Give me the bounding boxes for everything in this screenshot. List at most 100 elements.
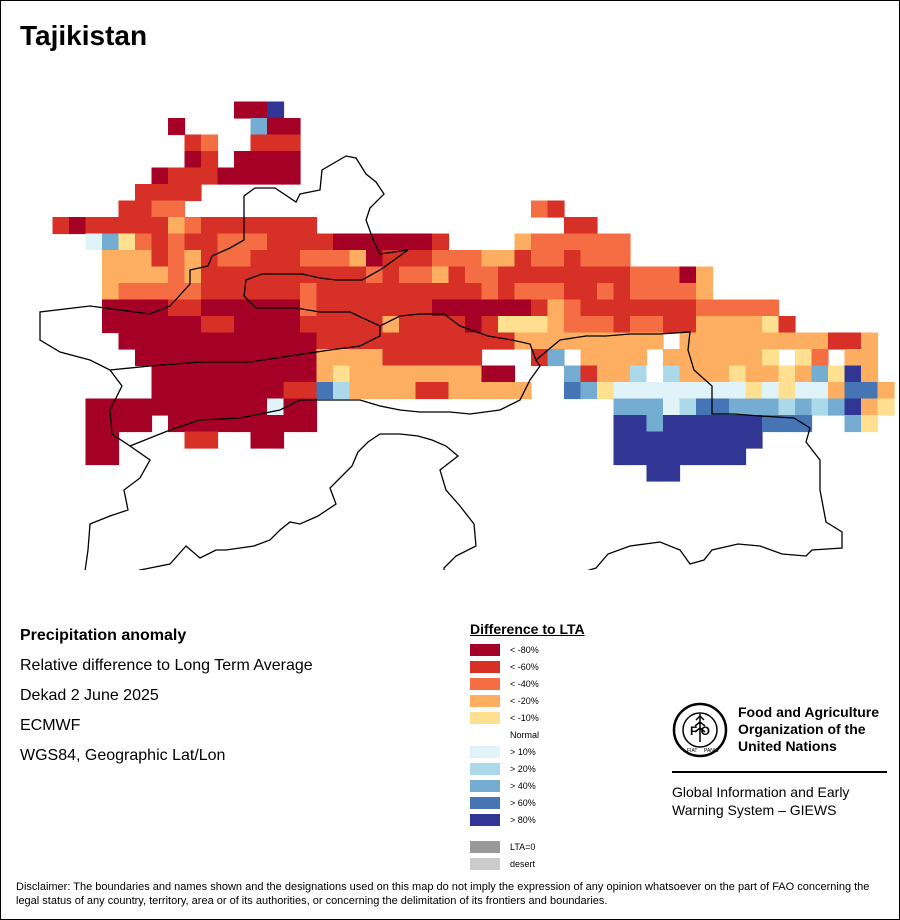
- grid-cell: [184, 250, 202, 268]
- legend-label: > 40%: [510, 780, 536, 791]
- grid-cell: [564, 299, 582, 317]
- grid-cell: [234, 415, 252, 433]
- grid-cell: [135, 217, 153, 235]
- grid-cell: [481, 250, 499, 268]
- grid-cell: [234, 365, 252, 383]
- grid-cell: [696, 266, 714, 284]
- grid-cell: [151, 233, 169, 251]
- grid-cell: [646, 431, 664, 449]
- grid-cell: [646, 382, 664, 400]
- grid-cell: [85, 415, 103, 433]
- grid-cell: [300, 316, 318, 334]
- grid-cell: [531, 266, 549, 284]
- grid-cell: [696, 299, 714, 317]
- legend-label: > 10%: [510, 746, 536, 757]
- grid-cell: [630, 448, 648, 466]
- grid-cell: [696, 365, 714, 383]
- grid-cell: [184, 233, 202, 251]
- grid-cell: [151, 250, 169, 268]
- grid-cell: [432, 365, 450, 383]
- grid-cell: [234, 266, 252, 284]
- grid-cell: [234, 349, 252, 367]
- grid-cell: [333, 316, 351, 334]
- grid-cell: [646, 464, 664, 482]
- grid-cell: [630, 431, 648, 449]
- grid-cell: [217, 299, 235, 317]
- grid-cell: [349, 250, 367, 268]
- grid-cell: [498, 250, 516, 268]
- grid-cell: [151, 332, 169, 350]
- grid-cell: [729, 431, 747, 449]
- grid-cell: [184, 134, 202, 152]
- map-info: Precipitation anomaly Relative differenc…: [20, 626, 313, 776]
- grid-cell: [663, 365, 681, 383]
- grid-cell: [597, 266, 615, 284]
- grid-cell: [102, 217, 120, 235]
- grid-cell: [564, 283, 582, 301]
- grid-cell: [267, 134, 285, 152]
- grid-cell: [679, 316, 697, 334]
- grid-cell: [267, 332, 285, 350]
- legend-swatch: [470, 796, 500, 809]
- grid-cell: [630, 415, 648, 433]
- legend-item: > 10%: [470, 743, 585, 760]
- grid-cell: [498, 382, 516, 400]
- grid-cell: [267, 151, 285, 169]
- grid-cell: [580, 332, 598, 350]
- grid-cell: [250, 283, 268, 301]
- grid-cell: [382, 299, 400, 317]
- grid-cell: [712, 415, 730, 433]
- grid-cell: [217, 233, 235, 251]
- grid-cell: [283, 316, 301, 334]
- grid-cell: [349, 349, 367, 367]
- grid-cell: [729, 349, 747, 367]
- grid-cell: [382, 250, 400, 268]
- grid-cell: [267, 398, 285, 416]
- fao-name: Food and Agriculture Organization of the…: [738, 704, 880, 754]
- map-title: Tajikistan: [20, 20, 148, 51]
- grid-cell: [135, 316, 153, 334]
- grid-cell: [498, 299, 516, 317]
- grid-cell: [448, 299, 466, 317]
- svg-text:PANIS: PANIS: [704, 748, 719, 754]
- grid-cell: [712, 332, 730, 350]
- grid-cell: [778, 382, 796, 400]
- grid-cell: [234, 167, 252, 185]
- grid-cell: [531, 316, 549, 334]
- grid-cell: [234, 151, 252, 169]
- grid-cell: [399, 349, 417, 367]
- grid-cell: [217, 167, 235, 185]
- grid-cell: [267, 415, 285, 433]
- grid-cell: [267, 217, 285, 235]
- grid-cell: [234, 316, 252, 334]
- grid-cell: [663, 431, 681, 449]
- grid-cell: [564, 233, 582, 251]
- grid-cell: [481, 283, 499, 301]
- info-line: WGS84, Geographic Lat/Lon: [20, 747, 226, 764]
- grid-cell: [118, 415, 136, 433]
- grid-cell: [795, 332, 813, 350]
- grid-cell: [415, 382, 433, 400]
- grid-cell: [547, 332, 565, 350]
- grid-cell: [168, 316, 186, 334]
- grid-cell: [580, 299, 598, 317]
- grid-cell: [366, 316, 384, 334]
- grid-cell: [151, 200, 169, 218]
- grid-cell: [531, 250, 549, 268]
- grid-cell: [861, 365, 879, 383]
- info-line: Relative difference to Long Term Average: [20, 657, 313, 674]
- grid-cell: [151, 349, 169, 367]
- grid-cell: [250, 217, 268, 235]
- grid-cell: [432, 250, 450, 268]
- grid-cell: [415, 299, 433, 317]
- grid-cell: [201, 217, 219, 235]
- grid-cell: [663, 464, 681, 482]
- grid-cell: [283, 283, 301, 301]
- grid-cell: [712, 382, 730, 400]
- grid-cell: [316, 382, 334, 400]
- grid-cell: [366, 382, 384, 400]
- grid-cell: [465, 299, 483, 317]
- grid-cell: [844, 382, 862, 400]
- grid-cell: [580, 316, 598, 334]
- grid-cell: [580, 349, 598, 367]
